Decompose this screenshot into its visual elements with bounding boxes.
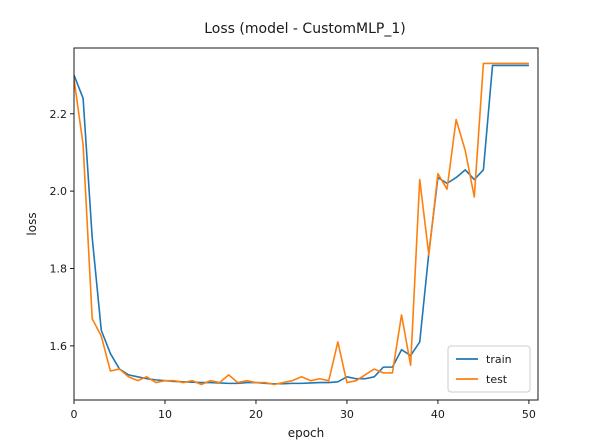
x-axis-label: epoch: [288, 426, 325, 440]
legend-label-test: test: [486, 373, 508, 386]
series-line-test: [74, 62, 529, 386]
x-tick-label: 10: [158, 408, 172, 421]
legend: train test: [447, 345, 531, 393]
x-axis: 0 10 20 30 40 50: [71, 400, 536, 421]
x-tick-label: 0: [71, 408, 78, 421]
legend-label-train: train: [486, 353, 512, 366]
plot-frame: [73, 47, 539, 401]
series-layer: [74, 62, 529, 386]
x-tick-label: 30: [340, 408, 354, 421]
y-tick-label: 2.2: [50, 108, 68, 121]
y-tick-label: 2.0: [50, 185, 68, 198]
y-tick-label: 1.6: [50, 340, 68, 353]
chart-title: Loss (model - CustomMLP_1): [204, 21, 406, 37]
y-axis-label: loss: [25, 212, 39, 235]
y-axis: 1.6 1.8 2.0 2.2: [50, 108, 74, 353]
y-tick-label: 1.8: [50, 262, 68, 275]
x-tick-label: 20: [249, 408, 263, 421]
x-tick-label: 50: [522, 408, 536, 421]
x-tick-label: 40: [431, 408, 445, 421]
legend-box: [447, 345, 531, 393]
